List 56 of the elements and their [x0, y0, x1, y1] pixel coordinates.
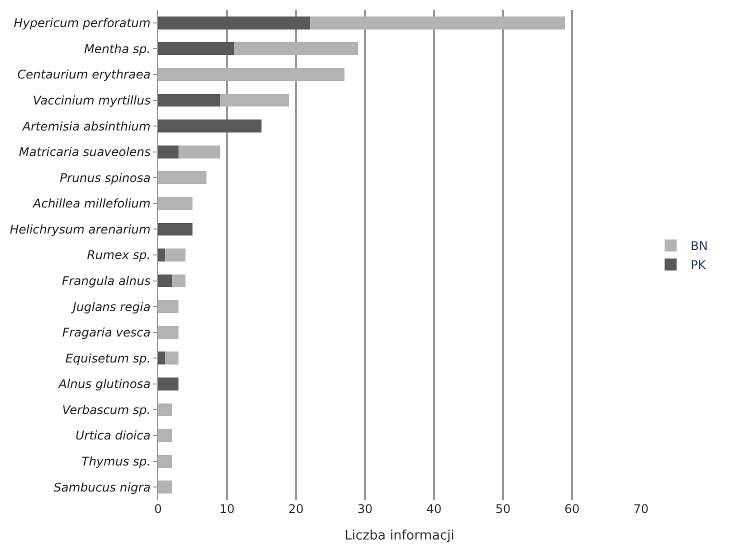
- bar: [158, 378, 179, 390]
- bar: [158, 94, 220, 107]
- x-tick-label: 50: [495, 502, 511, 516]
- bar: [310, 16, 566, 30]
- x-axis-title: Liczba informacji: [344, 528, 454, 544]
- y-tick-label: Centaurium erythraea: [17, 68, 151, 82]
- y-tick-label: Helichrysum arenarium: [10, 222, 151, 236]
- y-tick-label: Fragaria vesca: [62, 326, 151, 340]
- y-tick-label: Mentha sp.: [84, 42, 151, 56]
- y-tick-label: Thymus sp.: [82, 454, 151, 469]
- legend-label: PK: [690, 258, 707, 272]
- y-tick-label: Equisetum sp.: [65, 351, 151, 366]
- bar: [158, 403, 172, 416]
- bar: [158, 248, 165, 262]
- y-tick-label: Achillea millefolium: [32, 196, 151, 211]
- y-tick-label: Alnus glutinosa: [58, 377, 151, 392]
- bar: [234, 42, 358, 56]
- x-tick-label: 20: [288, 502, 304, 516]
- y-tick-label: Verbascum sp.: [62, 402, 151, 417]
- x-tick-label: 70: [633, 502, 649, 516]
- bar: [158, 145, 179, 158]
- bar: [158, 326, 179, 339]
- bar: [158, 222, 192, 236]
- y-tick-label: Urtica dioica: [75, 428, 151, 443]
- bar: [172, 274, 186, 288]
- y-tick-label: Matricaria suaveolens: [18, 145, 151, 160]
- y-tick-label: Rumex sp.: [86, 248, 151, 262]
- y-tick-label: Artemisia absinthium: [21, 119, 151, 134]
- y-tick-label: Sambucus nigra: [54, 480, 151, 494]
- bar: [158, 300, 179, 314]
- bar: [220, 94, 290, 107]
- bar: [158, 68, 344, 81]
- bar: [164, 248, 186, 262]
- bar: [158, 480, 172, 494]
- x-tick-label: 30: [357, 502, 373, 516]
- y-tick-label: Hypericum perforatum: [14, 16, 151, 30]
- bar: [158, 16, 310, 30]
- bar: [164, 352, 179, 365]
- bar: [158, 171, 206, 184]
- x-tick-label: 10: [219, 502, 235, 516]
- bar: [158, 454, 172, 468]
- y-tick-label: Frangula alnus: [62, 274, 151, 288]
- bar: [158, 196, 192, 210]
- x-tick-label: 40: [426, 502, 442, 516]
- bar: [158, 429, 172, 442]
- legend-label: BN: [690, 239, 708, 254]
- y-tick-label: Juglans regia: [70, 300, 151, 314]
- bar: [158, 352, 165, 365]
- bar: [158, 42, 234, 56]
- bar: [178, 145, 220, 158]
- x-tick-label: 0: [154, 502, 162, 516]
- bar: [158, 274, 172, 288]
- x-tick-label: 60: [564, 502, 580, 516]
- bar: [158, 120, 262, 132]
- y-tick-label: Vaccinium myrtillus: [32, 93, 151, 108]
- y-tick-label: Prunus spinosa: [60, 170, 151, 185]
